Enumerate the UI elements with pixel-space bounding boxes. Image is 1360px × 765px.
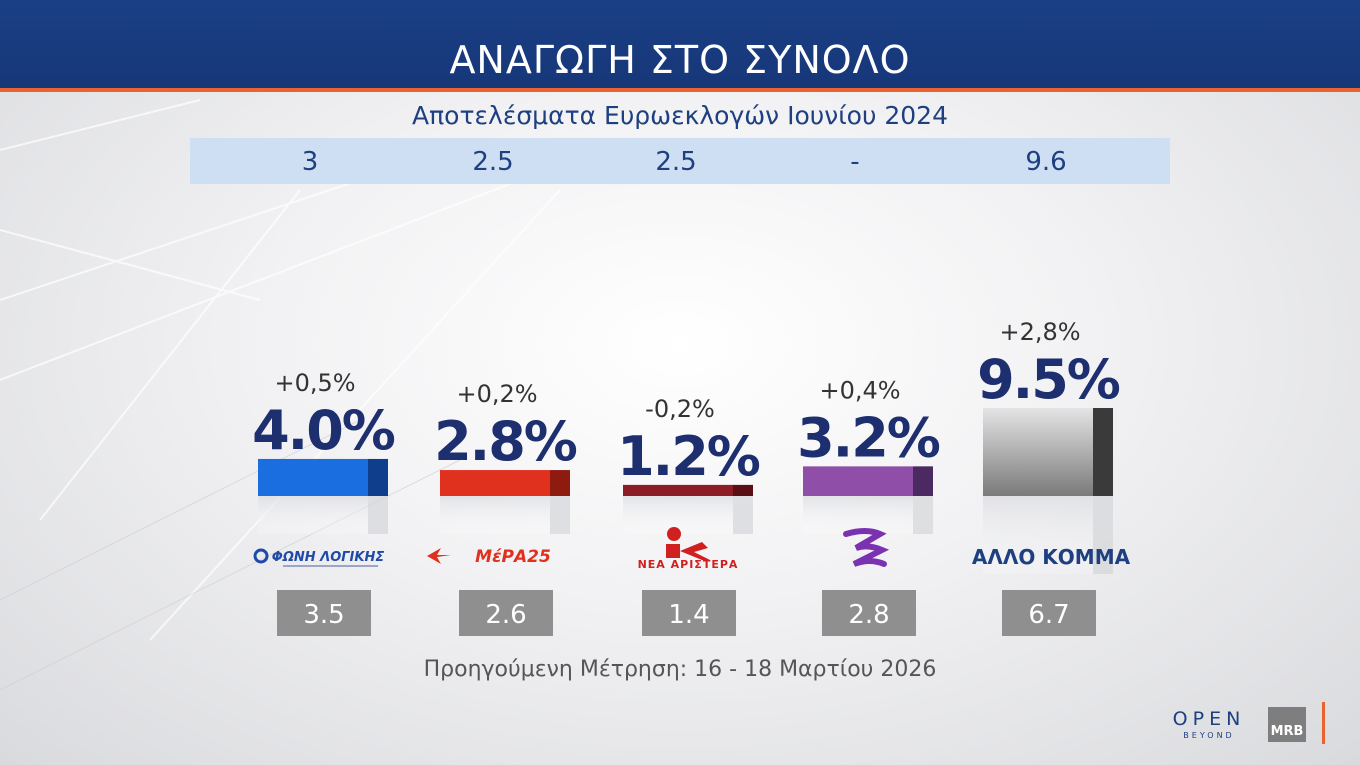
bar-change-label: +0,2% bbox=[456, 380, 537, 408]
category-label: ΝΕΑ ΑΡΙΣΤΕΡΑ bbox=[638, 558, 739, 571]
party-logo-icon bbox=[667, 527, 681, 541]
bar-value-label: 1.2% bbox=[617, 425, 760, 488]
bar-change-label: +0,5% bbox=[274, 369, 355, 397]
previous-election-value: 2.5 bbox=[472, 147, 514, 177]
bar bbox=[623, 484, 733, 496]
previous-measurement-value: 2.6 bbox=[485, 600, 526, 630]
bar-reflection bbox=[623, 496, 733, 534]
bar-reflection bbox=[550, 496, 570, 534]
previous-elections-row: 3 2.5 2.5 - 9.6 bbox=[190, 138, 1170, 184]
previous-measurement-value: 3.5 bbox=[303, 600, 344, 630]
bar bbox=[803, 466, 913, 496]
previous-measurement-box bbox=[822, 590, 916, 636]
party-logo-underline bbox=[283, 565, 378, 567]
previous-measurement-value: 2.8 bbox=[848, 600, 889, 630]
previous-measurement-value: 6.7 bbox=[1028, 600, 1069, 630]
bar-reflection bbox=[983, 496, 1093, 574]
bar bbox=[258, 458, 368, 496]
category-label: ΦΩΝΗ ΛΟΓΙΚΗΣ bbox=[272, 550, 385, 565]
previous-election-value: 2.5 bbox=[655, 147, 697, 177]
page-title: ΑΝΑΓΩΓΗ ΣΤΟ ΣΥΝΟΛΟ bbox=[449, 38, 911, 82]
bar-reflection bbox=[1093, 496, 1113, 574]
bar-side bbox=[368, 458, 388, 496]
party-logo-icon bbox=[427, 548, 451, 564]
open-logo-text: OPEN bbox=[1172, 708, 1246, 730]
previous-election-value: 9.6 bbox=[1025, 147, 1067, 177]
logo-divider bbox=[1322, 702, 1325, 744]
previous-elections-label: Αποτελέσματα Ευρωεκλογών Ιουνίου 2024 bbox=[412, 101, 948, 130]
bar-change-label: +2,8% bbox=[999, 318, 1080, 346]
bar-value-label: 3.2% bbox=[797, 406, 940, 469]
previous-election-value: 3 bbox=[301, 147, 319, 177]
bar-value-label: 9.5% bbox=[977, 348, 1120, 411]
party-logo-icon bbox=[666, 542, 710, 560]
open-logo-subtext: BEYOND bbox=[1183, 731, 1235, 740]
previous-measurement-value: 1.4 bbox=[668, 600, 709, 630]
bar-reflection bbox=[803, 496, 913, 534]
bar-reflection bbox=[258, 496, 368, 534]
bar-reflection bbox=[440, 496, 550, 534]
previous-measurement-box bbox=[1002, 590, 1096, 636]
bar-value-label: 4.0% bbox=[252, 399, 395, 462]
bar bbox=[983, 408, 1093, 496]
open-logo: OPEN BEYOND bbox=[1166, 708, 1252, 742]
previous-measurement-box bbox=[459, 590, 553, 636]
bar-value-label: 2.8% bbox=[434, 410, 577, 473]
bar-change-label: -0,2% bbox=[645, 395, 715, 423]
bar-reflection bbox=[733, 496, 753, 534]
header-bar: ΑΝΑΓΩΓΗ ΣΤΟ ΣΥΝΟΛΟ bbox=[0, 0, 1360, 92]
bar-side bbox=[1093, 408, 1113, 496]
bar-reflection bbox=[368, 496, 388, 534]
bar-side bbox=[733, 484, 753, 496]
bar-change-label: +0,4% bbox=[819, 376, 900, 404]
category-label: ΜέΡΑ25 bbox=[475, 547, 551, 567]
bar-side bbox=[550, 470, 570, 496]
bar-side bbox=[913, 466, 933, 496]
party-logo-icon bbox=[253, 548, 269, 564]
party-logo-icon bbox=[843, 528, 890, 567]
previous-measurement-box bbox=[277, 590, 371, 636]
category-label: ΑΛΛΟ ΚΟΜΜΑ bbox=[972, 545, 1131, 569]
mrb-logo: MRB bbox=[1268, 707, 1306, 742]
bar-reflection bbox=[913, 496, 933, 534]
previous-measurement-box bbox=[642, 590, 736, 636]
previous-measurement-note: Προηγούμενη Μέτρηση: 16 - 18 Μαρτίου 202… bbox=[423, 657, 937, 682]
previous-election-value: - bbox=[850, 147, 860, 177]
bar bbox=[440, 470, 550, 496]
